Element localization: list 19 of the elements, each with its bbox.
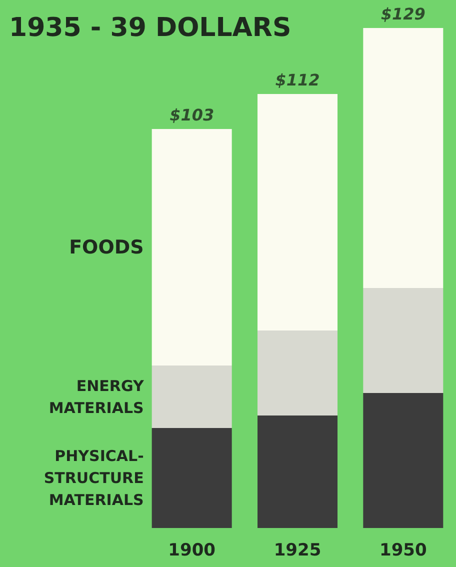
annotation: $103 bbox=[170, 106, 214, 124]
x-tick-label: 1900 bbox=[168, 540, 216, 560]
bar bbox=[258, 416, 338, 528]
series-label: FOODS bbox=[69, 236, 144, 258]
bar bbox=[363, 393, 444, 528]
bar bbox=[152, 366, 232, 428]
bar bbox=[363, 288, 444, 393]
series-label: PHYSICAL-STRUCTURE MATERIALS bbox=[44, 447, 144, 509]
annotation: $112 bbox=[275, 70, 320, 90]
bar bbox=[258, 330, 338, 416]
bar bbox=[258, 94, 338, 330]
series-label: ENERGY MATERIALS bbox=[48, 376, 145, 417]
annotation: $129 bbox=[380, 4, 426, 24]
chart-title: 1935 - 39 DOLLARS bbox=[9, 13, 292, 43]
bar bbox=[152, 428, 232, 528]
x-tick-label: 1925 bbox=[274, 540, 322, 560]
bar bbox=[363, 28, 444, 288]
bar bbox=[152, 129, 232, 366]
x-tick-label: 1950 bbox=[380, 540, 427, 560]
